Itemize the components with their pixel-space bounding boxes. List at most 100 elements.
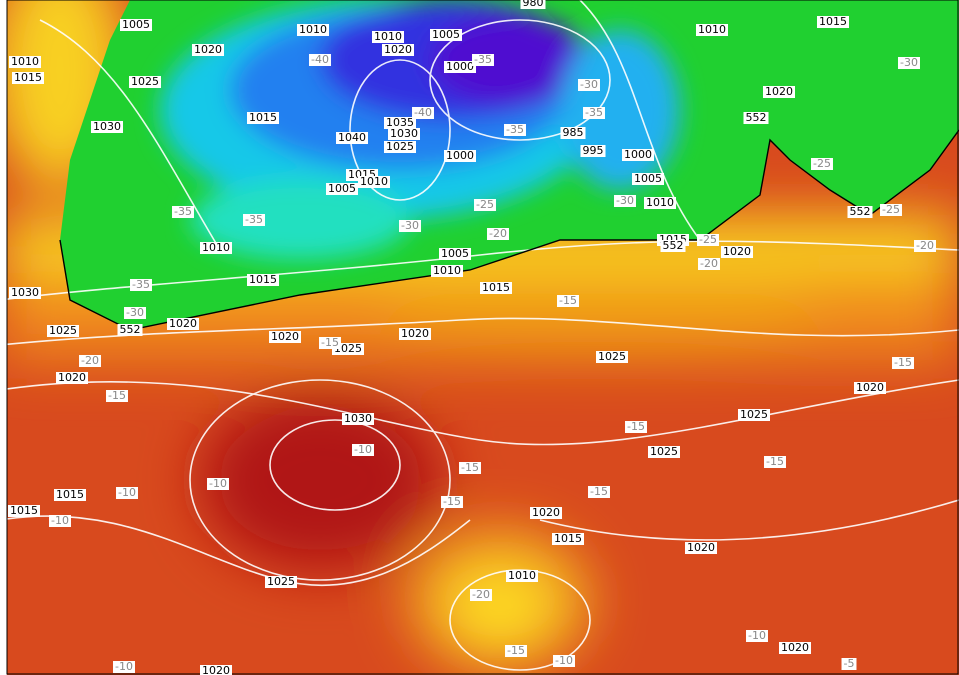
label-box xyxy=(472,54,494,66)
temperature-label: -35 xyxy=(243,213,265,226)
label-box xyxy=(880,204,902,216)
label-text: -10 xyxy=(115,660,133,673)
isobar-label: 1010 xyxy=(9,55,41,68)
label-box xyxy=(474,199,496,211)
label-text: -25 xyxy=(476,198,494,211)
isobar-label: 1020 xyxy=(382,43,414,56)
label-text: 1030 xyxy=(390,127,418,140)
label-text: 1020 xyxy=(723,245,751,258)
label-text: 1030 xyxy=(11,286,39,299)
isobar-label: 1015 xyxy=(817,15,849,28)
isobar-label: 1010 xyxy=(200,241,232,254)
label-text: -15 xyxy=(590,485,608,498)
isobar-label: 1040 xyxy=(336,131,368,144)
isobar-label: 1015 xyxy=(54,488,86,501)
label-box xyxy=(358,176,390,188)
label-text: -30 xyxy=(401,219,419,232)
label-box xyxy=(685,542,717,554)
isobar-label: 1010 xyxy=(372,30,404,43)
label-box xyxy=(560,127,586,139)
label-box xyxy=(914,240,936,252)
label-text: 1015 xyxy=(14,71,42,84)
label-text: 1015 xyxy=(819,15,847,28)
label-box xyxy=(557,295,579,307)
temperature-label: -30 xyxy=(898,56,920,69)
temperature-label: -10 xyxy=(553,654,575,667)
label-box xyxy=(117,324,143,336)
temperature-label: -20 xyxy=(914,239,936,252)
label-text: 552 xyxy=(663,239,684,252)
label-box xyxy=(854,382,886,394)
temperature-label: -15 xyxy=(588,485,610,498)
label-text: 1040 xyxy=(338,131,366,144)
isobar-label: 1015 xyxy=(480,281,512,294)
temperature-label: -25 xyxy=(880,203,902,216)
label-text: -35 xyxy=(174,205,192,218)
label-box xyxy=(384,141,416,153)
label-text: -20 xyxy=(489,227,507,240)
isobar-label: 1020 xyxy=(530,506,562,519)
label-box xyxy=(192,44,224,56)
label-box xyxy=(243,214,265,226)
label-box xyxy=(431,265,463,277)
isobar-label: 1005 xyxy=(439,247,471,260)
temperature-label: -10 xyxy=(207,477,229,490)
isobar-label: 1030 xyxy=(91,120,123,133)
label-box xyxy=(297,24,329,36)
isobar-label: 1015 xyxy=(247,273,279,286)
label-text: 1020 xyxy=(781,641,809,654)
label-text: 1010 xyxy=(374,30,402,43)
label-box xyxy=(470,589,492,601)
temperature-label: -35 xyxy=(472,53,494,66)
label-box xyxy=(504,124,526,136)
temperature-label: -25 xyxy=(697,233,719,246)
isobar-label: 1020 xyxy=(167,317,199,330)
label-box xyxy=(580,145,606,157)
label-text: 1025 xyxy=(598,350,626,363)
temperature-label: -10 xyxy=(49,514,71,527)
isobar-label: 1020 xyxy=(854,381,886,394)
label-box xyxy=(763,86,795,98)
label-text: 1025 xyxy=(650,445,678,458)
label-box xyxy=(113,661,135,673)
temperature-label: -30 xyxy=(399,219,421,232)
label-text: 1000 xyxy=(446,60,474,73)
label-text: -5 xyxy=(844,657,855,670)
isobar-label: 1000 xyxy=(444,60,476,73)
label-text: -30 xyxy=(616,194,634,207)
label-text: 1010 xyxy=(698,23,726,36)
label-box xyxy=(459,462,481,474)
temperature-label: -30 xyxy=(124,306,146,319)
label-text: 1025 xyxy=(131,75,159,88)
label-box xyxy=(342,413,374,425)
label-box xyxy=(625,421,647,433)
label-text: 552 xyxy=(120,323,141,336)
label-text: -40 xyxy=(414,106,432,119)
label-box xyxy=(9,56,41,68)
label-box xyxy=(326,183,358,195)
label-text: -10 xyxy=(118,486,136,499)
isobar-label: 1025 xyxy=(129,75,161,88)
label-box xyxy=(167,318,199,330)
isobar-label: 1035 xyxy=(384,116,416,129)
label-box xyxy=(172,206,194,218)
isobar-label: 1025 xyxy=(596,350,628,363)
temperature-label: -20 xyxy=(487,227,509,240)
isobar-label: 1020 xyxy=(269,330,301,343)
label-text: -25 xyxy=(882,203,900,216)
label-text: 1025 xyxy=(49,324,77,337)
label-text: 1010 xyxy=(11,55,39,68)
label-box xyxy=(847,206,873,218)
label-box xyxy=(247,274,279,286)
label-box xyxy=(530,507,562,519)
label-text: -35 xyxy=(506,123,524,136)
label-box xyxy=(79,355,101,367)
label-text: 1020 xyxy=(58,371,86,384)
temperature-label: -20 xyxy=(698,257,720,270)
label-box xyxy=(506,570,538,582)
temperature-label: -35 xyxy=(583,106,605,119)
label-text: 985 xyxy=(563,126,584,139)
isobar-label: 1020 xyxy=(721,245,753,258)
label-box xyxy=(91,121,123,133)
label-text: 1020 xyxy=(856,381,884,394)
